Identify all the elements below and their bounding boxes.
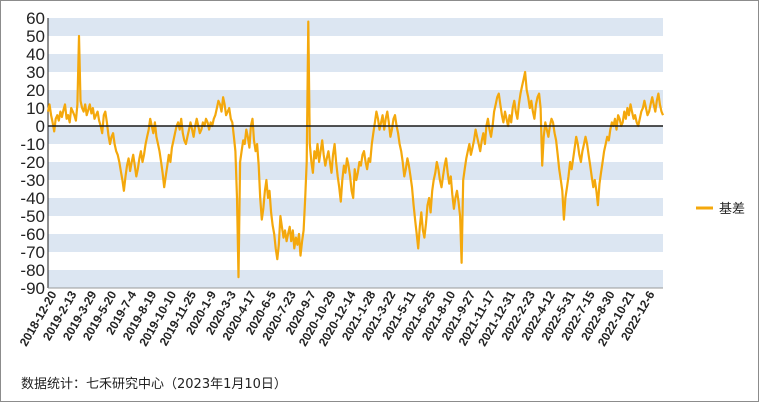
y-tick-label: -10: [20, 135, 45, 154]
y-tick-label: -40: [20, 189, 45, 208]
grid-band: [48, 198, 663, 216]
y-tick-label: 20: [26, 81, 45, 100]
y-tick-label: 10: [26, 99, 45, 118]
grid-band: [48, 234, 663, 252]
grid-band: [48, 18, 663, 36]
y-tick-label: 40: [26, 45, 45, 64]
grid-band: [48, 90, 663, 108]
legend-label: 基差: [719, 202, 745, 217]
source-note: 数据统计：七禾研究中心（2023年1月10日）: [21, 377, 287, 392]
y-tick-label: 30: [26, 63, 45, 82]
grid-band: [48, 108, 663, 126]
grid-band: [48, 270, 663, 288]
grid-band: [48, 126, 663, 144]
grid-band: [48, 216, 663, 234]
y-tick-label: -90: [20, 279, 45, 298]
x-axis-tick-labels: 2018-12-202019-2-132019-3-292019-5-20201…: [17, 288, 658, 348]
y-tick-label: -20: [20, 153, 45, 172]
y-tick-label: 0: [36, 117, 45, 136]
y-tick-label: -60: [20, 225, 45, 244]
legend: 基差: [696, 202, 745, 217]
series-line-basis: [46, 20, 665, 279]
grid-band: [48, 252, 663, 270]
y-tick-label: -80: [20, 261, 45, 280]
grid-band: [48, 144, 663, 162]
y-tick-label: -30: [20, 171, 45, 190]
grid-band: [48, 72, 663, 90]
y-tick-label: -70: [20, 243, 45, 262]
grid-band: [48, 54, 663, 72]
grid-band: [48, 36, 663, 54]
y-tick-label: 50: [26, 27, 45, 46]
y-tick-label: -50: [20, 207, 45, 226]
y-tick-label: 60: [26, 9, 45, 28]
grid-band: [48, 180, 663, 198]
